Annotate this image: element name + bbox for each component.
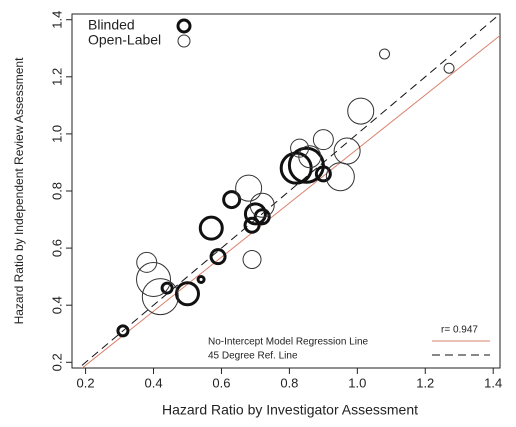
x-tick-label: 0.2: [77, 375, 95, 390]
bubble: [333, 137, 361, 165]
bubble: [141, 278, 179, 316]
y-tick-label: 1.4: [49, 11, 64, 29]
x-tick-label: 0.4: [144, 375, 162, 390]
bubble: [290, 138, 310, 158]
bubble: [253, 208, 271, 226]
bubble: [174, 281, 200, 307]
y-tick-label: 0.8: [49, 182, 64, 200]
bubble: [298, 145, 322, 169]
legend-swatch: [176, 18, 192, 34]
bubble: [242, 250, 262, 270]
legend-label: Open-Label: [88, 32, 161, 48]
bubble: [243, 216, 261, 234]
bubble: [243, 202, 267, 226]
bubble: [312, 129, 334, 151]
bubble: [160, 281, 174, 295]
bubble: [379, 48, 391, 60]
y-tick-label: 0.2: [49, 353, 64, 371]
plot-frame: [71, 13, 501, 369]
y-axis-title: Hazard Ratio by Independent Review Asses…: [12, 57, 26, 324]
x-tick-label: 0.8: [280, 375, 298, 390]
regression-line: [81, 35, 500, 368]
y-tick-label: 1.0: [49, 125, 64, 143]
bubble: [325, 162, 355, 192]
bubble: [116, 324, 130, 338]
bubble: [222, 190, 242, 210]
x-tick-label: 1.0: [348, 375, 366, 390]
x-tick-label: 1.2: [416, 375, 434, 390]
legend-swatch: [177, 34, 191, 48]
bubble: [314, 165, 332, 183]
x-axis-title: Hazard Ratio by Investigator Assessment: [162, 402, 418, 418]
regression-slope-label: r= 0.947: [441, 325, 478, 336]
x-tick-label: 0.6: [212, 375, 230, 390]
legend-label: Blinded: [88, 17, 135, 33]
bubble: [347, 97, 375, 125]
legend-box: [200, 322, 490, 362]
y-tick-label: 1.2: [49, 68, 64, 86]
bubble: [235, 174, 263, 202]
bubble: [136, 262, 172, 297]
reference-line: [78, 14, 500, 368]
y-tick-label: 0.4: [49, 296, 64, 314]
y-tick-label: 0.6: [49, 239, 64, 257]
bubble: [209, 248, 227, 266]
legend-label: 45 Degree Ref. Line: [208, 351, 298, 362]
legend-label: No-Intercept Model Regression Line: [208, 337, 369, 348]
bubble: [287, 146, 325, 184]
x-tick-label: 1.4: [484, 375, 502, 390]
bubble: [196, 275, 206, 284]
bubble: [443, 62, 455, 74]
bubble: [249, 192, 275, 218]
bubble: [198, 215, 224, 241]
